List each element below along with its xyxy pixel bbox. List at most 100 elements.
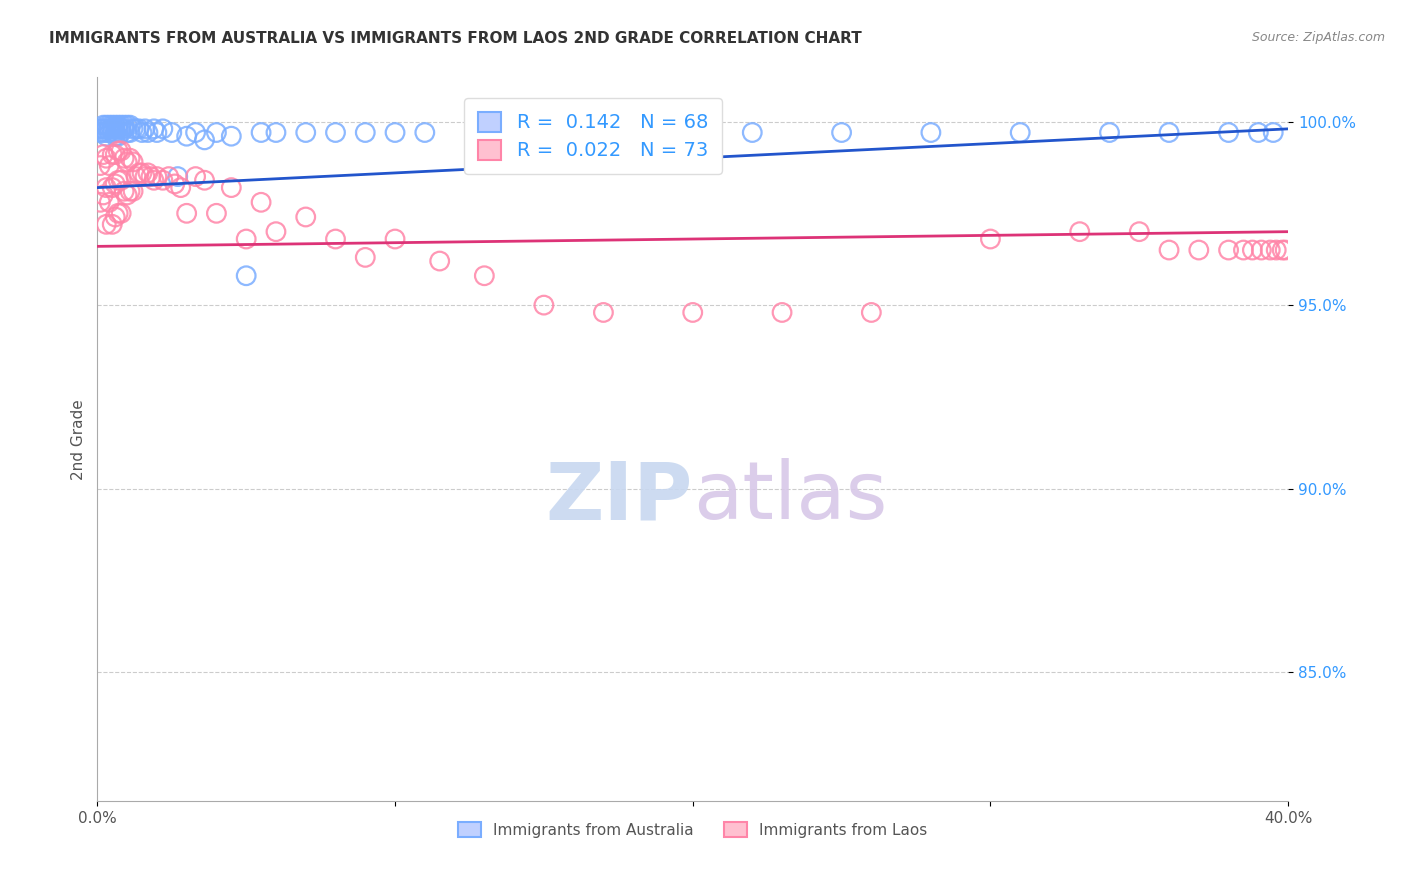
Point <box>128 121 150 136</box>
Point <box>134 169 156 184</box>
Point <box>91 188 114 202</box>
Point <box>120 184 142 198</box>
Point <box>264 126 287 140</box>
Point <box>920 126 942 140</box>
Point <box>157 169 180 184</box>
Point <box>96 126 118 140</box>
Point <box>250 195 273 210</box>
Point <box>235 268 257 283</box>
Point <box>1069 225 1091 239</box>
Point <box>146 169 169 184</box>
Point <box>1241 243 1264 257</box>
Point <box>325 232 347 246</box>
Point <box>860 305 883 319</box>
Point <box>384 232 406 246</box>
Point <box>770 305 793 319</box>
Point <box>96 121 118 136</box>
Point <box>250 126 273 140</box>
Point <box>107 121 129 136</box>
Point <box>294 126 316 140</box>
Y-axis label: 2nd Grade: 2nd Grade <box>72 399 86 480</box>
Point <box>134 121 156 136</box>
Point <box>592 126 614 140</box>
Point <box>112 118 135 132</box>
Point <box>139 169 162 184</box>
Point <box>193 173 215 187</box>
Point <box>131 126 153 140</box>
Point <box>122 155 145 169</box>
Point <box>354 251 377 265</box>
Point <box>1010 126 1032 140</box>
Point <box>120 118 142 132</box>
Point <box>221 129 243 144</box>
Point <box>176 206 198 220</box>
Point <box>104 147 127 161</box>
Point <box>98 118 121 132</box>
Point <box>128 166 150 180</box>
Point <box>107 144 129 158</box>
Text: atlas: atlas <box>693 458 887 536</box>
Point <box>101 118 124 132</box>
Point <box>1271 243 1294 257</box>
Point <box>429 254 451 268</box>
Point <box>294 210 316 224</box>
Point <box>1157 243 1180 257</box>
Point <box>1218 243 1240 257</box>
Point <box>682 305 704 319</box>
Point <box>152 121 174 136</box>
Point <box>115 118 138 132</box>
Point <box>166 169 188 184</box>
Point <box>96 151 118 165</box>
Point <box>89 159 111 173</box>
Point <box>89 121 111 136</box>
Point <box>152 173 174 187</box>
Point <box>104 121 127 136</box>
Text: Source: ZipAtlas.com: Source: ZipAtlas.com <box>1251 31 1385 45</box>
Point <box>104 118 127 132</box>
Point <box>112 184 135 198</box>
Point <box>1232 243 1254 257</box>
Point <box>107 173 129 187</box>
Point <box>107 129 129 144</box>
Point <box>115 126 138 140</box>
Point <box>96 217 118 231</box>
Point <box>184 126 207 140</box>
Point <box>1263 126 1285 140</box>
Point <box>101 121 124 136</box>
Point <box>146 126 169 140</box>
Point <box>98 159 121 173</box>
Text: ZIP: ZIP <box>546 458 693 536</box>
Point <box>205 126 228 140</box>
Point <box>101 126 124 140</box>
Point <box>112 151 135 165</box>
Point <box>104 129 127 144</box>
Point <box>115 188 138 202</box>
Point <box>1265 243 1288 257</box>
Point <box>91 126 114 140</box>
Point <box>160 126 183 140</box>
Point <box>120 126 142 140</box>
Point <box>98 195 121 210</box>
Point <box>110 206 132 220</box>
Point <box>110 121 132 136</box>
Point <box>533 298 555 312</box>
Point <box>325 126 347 140</box>
Point <box>104 177 127 191</box>
Point <box>104 210 127 224</box>
Point <box>96 129 118 144</box>
Point <box>96 180 118 194</box>
Point <box>101 147 124 161</box>
Point <box>142 173 165 187</box>
Point <box>89 195 111 210</box>
Point <box>682 126 704 140</box>
Point <box>110 173 132 187</box>
Point <box>142 121 165 136</box>
Point <box>110 144 132 158</box>
Point <box>413 126 436 140</box>
Point <box>101 217 124 231</box>
Point <box>1188 243 1211 257</box>
Point <box>110 118 132 132</box>
Point <box>163 177 186 191</box>
Point <box>384 126 406 140</box>
Point <box>472 268 495 283</box>
